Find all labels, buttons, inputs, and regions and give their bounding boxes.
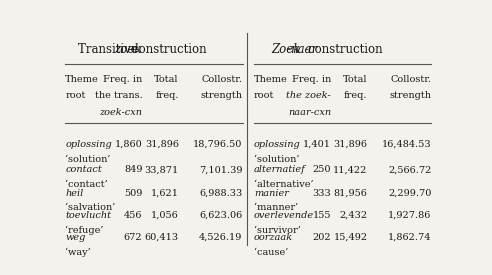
Text: 1,056: 1,056 [151, 211, 179, 220]
Text: freq.: freq. [155, 91, 179, 100]
Text: oplossing: oplossing [65, 140, 112, 149]
Text: -: - [286, 43, 290, 56]
Text: Freq. in: Freq. in [103, 75, 143, 84]
Text: 2,299.70: 2,299.70 [388, 189, 431, 198]
Text: 31,896: 31,896 [145, 140, 179, 149]
Text: 6,988.33: 6,988.33 [199, 189, 243, 198]
Text: 202: 202 [312, 233, 331, 242]
Text: Zoek: Zoek [272, 43, 301, 56]
Text: ‘refuge’: ‘refuge’ [65, 226, 104, 235]
Text: ‘manner’: ‘manner’ [254, 204, 298, 213]
Text: ‘survivor’: ‘survivor’ [254, 226, 301, 235]
Text: manier: manier [254, 189, 289, 198]
Text: the trans.: the trans. [94, 91, 143, 100]
Text: Total: Total [343, 75, 368, 84]
Text: 31,896: 31,896 [334, 140, 368, 149]
Text: Theme: Theme [65, 75, 99, 84]
Text: 2,566.72: 2,566.72 [388, 165, 431, 174]
Text: Collostr.: Collostr. [202, 75, 243, 84]
Text: ‘alternative’: ‘alternative’ [254, 180, 313, 189]
Text: Transitive: Transitive [78, 43, 141, 56]
Text: ‘contact’: ‘contact’ [65, 180, 108, 189]
Text: 33,871: 33,871 [145, 165, 179, 174]
Text: strength: strength [201, 91, 243, 100]
Text: zoek: zoek [114, 43, 141, 56]
Text: 1,862.74: 1,862.74 [388, 233, 431, 242]
Text: root: root [65, 91, 86, 100]
Text: 672: 672 [124, 233, 143, 242]
Text: -construction: -construction [128, 43, 207, 56]
Text: 7,101.39: 7,101.39 [199, 165, 243, 174]
Text: Freq. in: Freq. in [292, 75, 331, 84]
Text: Collostr.: Collostr. [390, 75, 431, 84]
Text: 11,422: 11,422 [333, 165, 368, 174]
Text: zoek-cxn: zoek-cxn [99, 108, 143, 117]
Text: 15,492: 15,492 [334, 233, 368, 242]
Text: 155: 155 [313, 211, 331, 220]
Text: 2,432: 2,432 [339, 211, 368, 220]
Text: alternatief: alternatief [254, 165, 306, 174]
Text: 456: 456 [124, 211, 143, 220]
Text: -construction: -construction [305, 43, 383, 56]
Text: Theme: Theme [254, 75, 288, 84]
Text: ‘solution’: ‘solution’ [65, 155, 111, 164]
Text: ‘way’: ‘way’ [65, 248, 91, 257]
Text: 509: 509 [124, 189, 143, 198]
Text: root: root [254, 91, 275, 100]
Text: ‘cause’: ‘cause’ [254, 248, 288, 257]
Text: 60,413: 60,413 [145, 233, 179, 242]
Text: 849: 849 [124, 165, 143, 174]
Text: 6,623.06: 6,623.06 [199, 211, 243, 220]
Text: 1,927.86: 1,927.86 [388, 211, 431, 220]
Text: Total: Total [154, 75, 179, 84]
Text: 81,956: 81,956 [334, 189, 368, 198]
Text: ‘solution’: ‘solution’ [254, 155, 300, 164]
Text: freq.: freq. [344, 91, 368, 100]
Text: 18,796.50: 18,796.50 [193, 140, 243, 149]
Text: naar-cxn: naar-cxn [288, 108, 331, 117]
Text: toevlucht: toevlucht [65, 211, 111, 220]
Text: strength: strength [389, 91, 431, 100]
Text: weg: weg [65, 233, 86, 242]
Text: naar: naar [290, 43, 318, 56]
Text: 333: 333 [312, 189, 331, 198]
Text: the zoek-: the zoek- [286, 91, 331, 100]
Text: 1,621: 1,621 [151, 189, 179, 198]
Text: contact: contact [65, 165, 102, 174]
Text: 250: 250 [313, 165, 331, 174]
Text: ‘salvation’: ‘salvation’ [65, 204, 116, 213]
Text: oorzaak: oorzaak [254, 233, 293, 242]
Text: heil: heil [65, 189, 84, 198]
Text: 1,401: 1,401 [303, 140, 331, 149]
Text: oplossing: oplossing [254, 140, 301, 149]
Text: 1,860: 1,860 [115, 140, 143, 149]
Text: 16,484.53: 16,484.53 [382, 140, 431, 149]
Text: overlevende: overlevende [254, 211, 314, 220]
Text: 4,526.19: 4,526.19 [199, 233, 243, 242]
